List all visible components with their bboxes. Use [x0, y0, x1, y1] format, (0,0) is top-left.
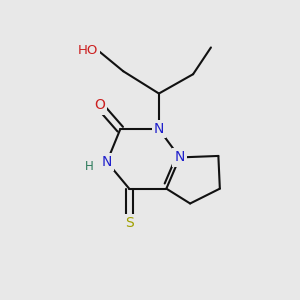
Text: O: O: [94, 98, 105, 112]
Text: N: N: [154, 122, 164, 136]
Text: N: N: [175, 150, 185, 164]
Text: N: N: [154, 122, 164, 136]
Text: HO: HO: [78, 44, 98, 57]
Text: S: S: [125, 216, 134, 230]
Text: N: N: [102, 155, 112, 169]
Text: H: H: [85, 160, 94, 173]
